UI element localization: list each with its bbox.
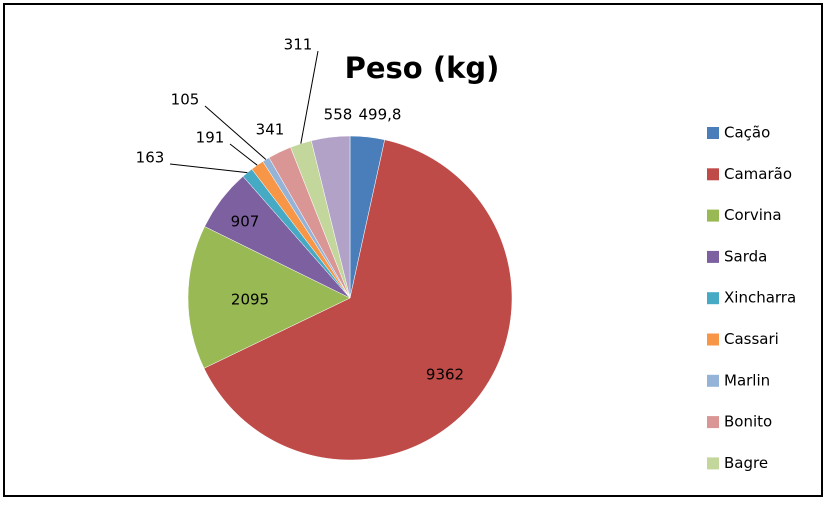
data-label: 558 [324, 106, 353, 124]
data-label: 311 [284, 36, 313, 54]
legend-swatch [707, 209, 719, 222]
data-label: 191 [196, 129, 225, 147]
legend-swatch [707, 292, 719, 305]
data-label: 341 [256, 121, 285, 139]
chart-title: Peso (kg) [345, 51, 500, 85]
legend-swatch [707, 127, 719, 139]
legend-label: Marlin [724, 371, 770, 389]
legend-label: Sarda [724, 247, 767, 265]
leader-line [229, 143, 258, 166]
legend-label: Xincharra [724, 289, 796, 307]
legend-swatch [707, 457, 719, 470]
data-label: 105 [171, 91, 200, 109]
legend-label: Corvina [724, 206, 782, 224]
legend-swatch [707, 168, 719, 181]
leader-line [300, 50, 319, 144]
data-label: 2095 [231, 291, 269, 309]
legend-label: Cação [724, 124, 770, 142]
legend-swatch [707, 416, 719, 429]
legend-label: Bonito [724, 413, 772, 431]
legend-label: Cassari [724, 330, 779, 348]
pie-slice [310, 135, 351, 299]
data-label: 907 [231, 213, 260, 231]
pie-slice [203, 139, 513, 461]
legend-swatch [707, 250, 719, 263]
legend-label: Bagre [724, 454, 768, 472]
data-label: 9362 [426, 366, 464, 384]
legend-swatch [707, 333, 719, 346]
leader-line [204, 105, 267, 160]
legend-swatch [707, 374, 719, 387]
legend-label: Camarão [724, 165, 792, 183]
pie-slice [187, 226, 351, 369]
data-label: 163 [136, 149, 165, 167]
data-label: 499,8 [359, 106, 402, 124]
leader-line [169, 163, 248, 174]
